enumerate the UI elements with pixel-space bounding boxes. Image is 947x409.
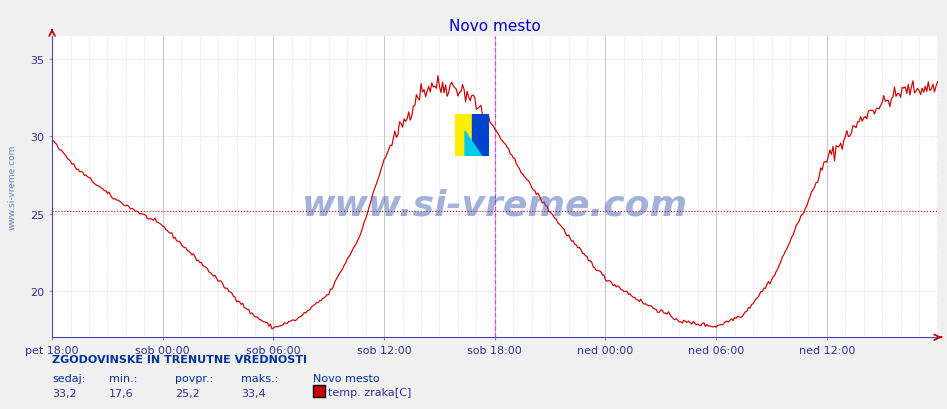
Text: ZGODOVINSKE IN TRENUTNE VREDNOSTI: ZGODOVINSKE IN TRENUTNE VREDNOSTI [52, 354, 307, 364]
Text: maks.:: maks.: [241, 373, 278, 383]
Text: 17,6: 17,6 [109, 388, 134, 398]
Text: temp. zraka[C]: temp. zraka[C] [328, 387, 411, 397]
Text: 33,2: 33,2 [52, 388, 77, 398]
Title: Novo mesto: Novo mesto [449, 19, 541, 34]
Polygon shape [465, 132, 482, 157]
Text: www.si-vreme.com: www.si-vreme.com [8, 144, 17, 230]
Text: 33,4: 33,4 [241, 388, 266, 398]
Text: Novo mesto: Novo mesto [313, 373, 379, 383]
Text: 25,2: 25,2 [175, 388, 200, 398]
Bar [455, 115, 472, 157]
Bar [472, 115, 489, 157]
Text: www.si-vreme.com: www.si-vreme.com [302, 188, 688, 222]
Text: min.:: min.: [109, 373, 137, 383]
Text: povpr.:: povpr.: [175, 373, 213, 383]
Text: sedaj:: sedaj: [52, 373, 85, 383]
